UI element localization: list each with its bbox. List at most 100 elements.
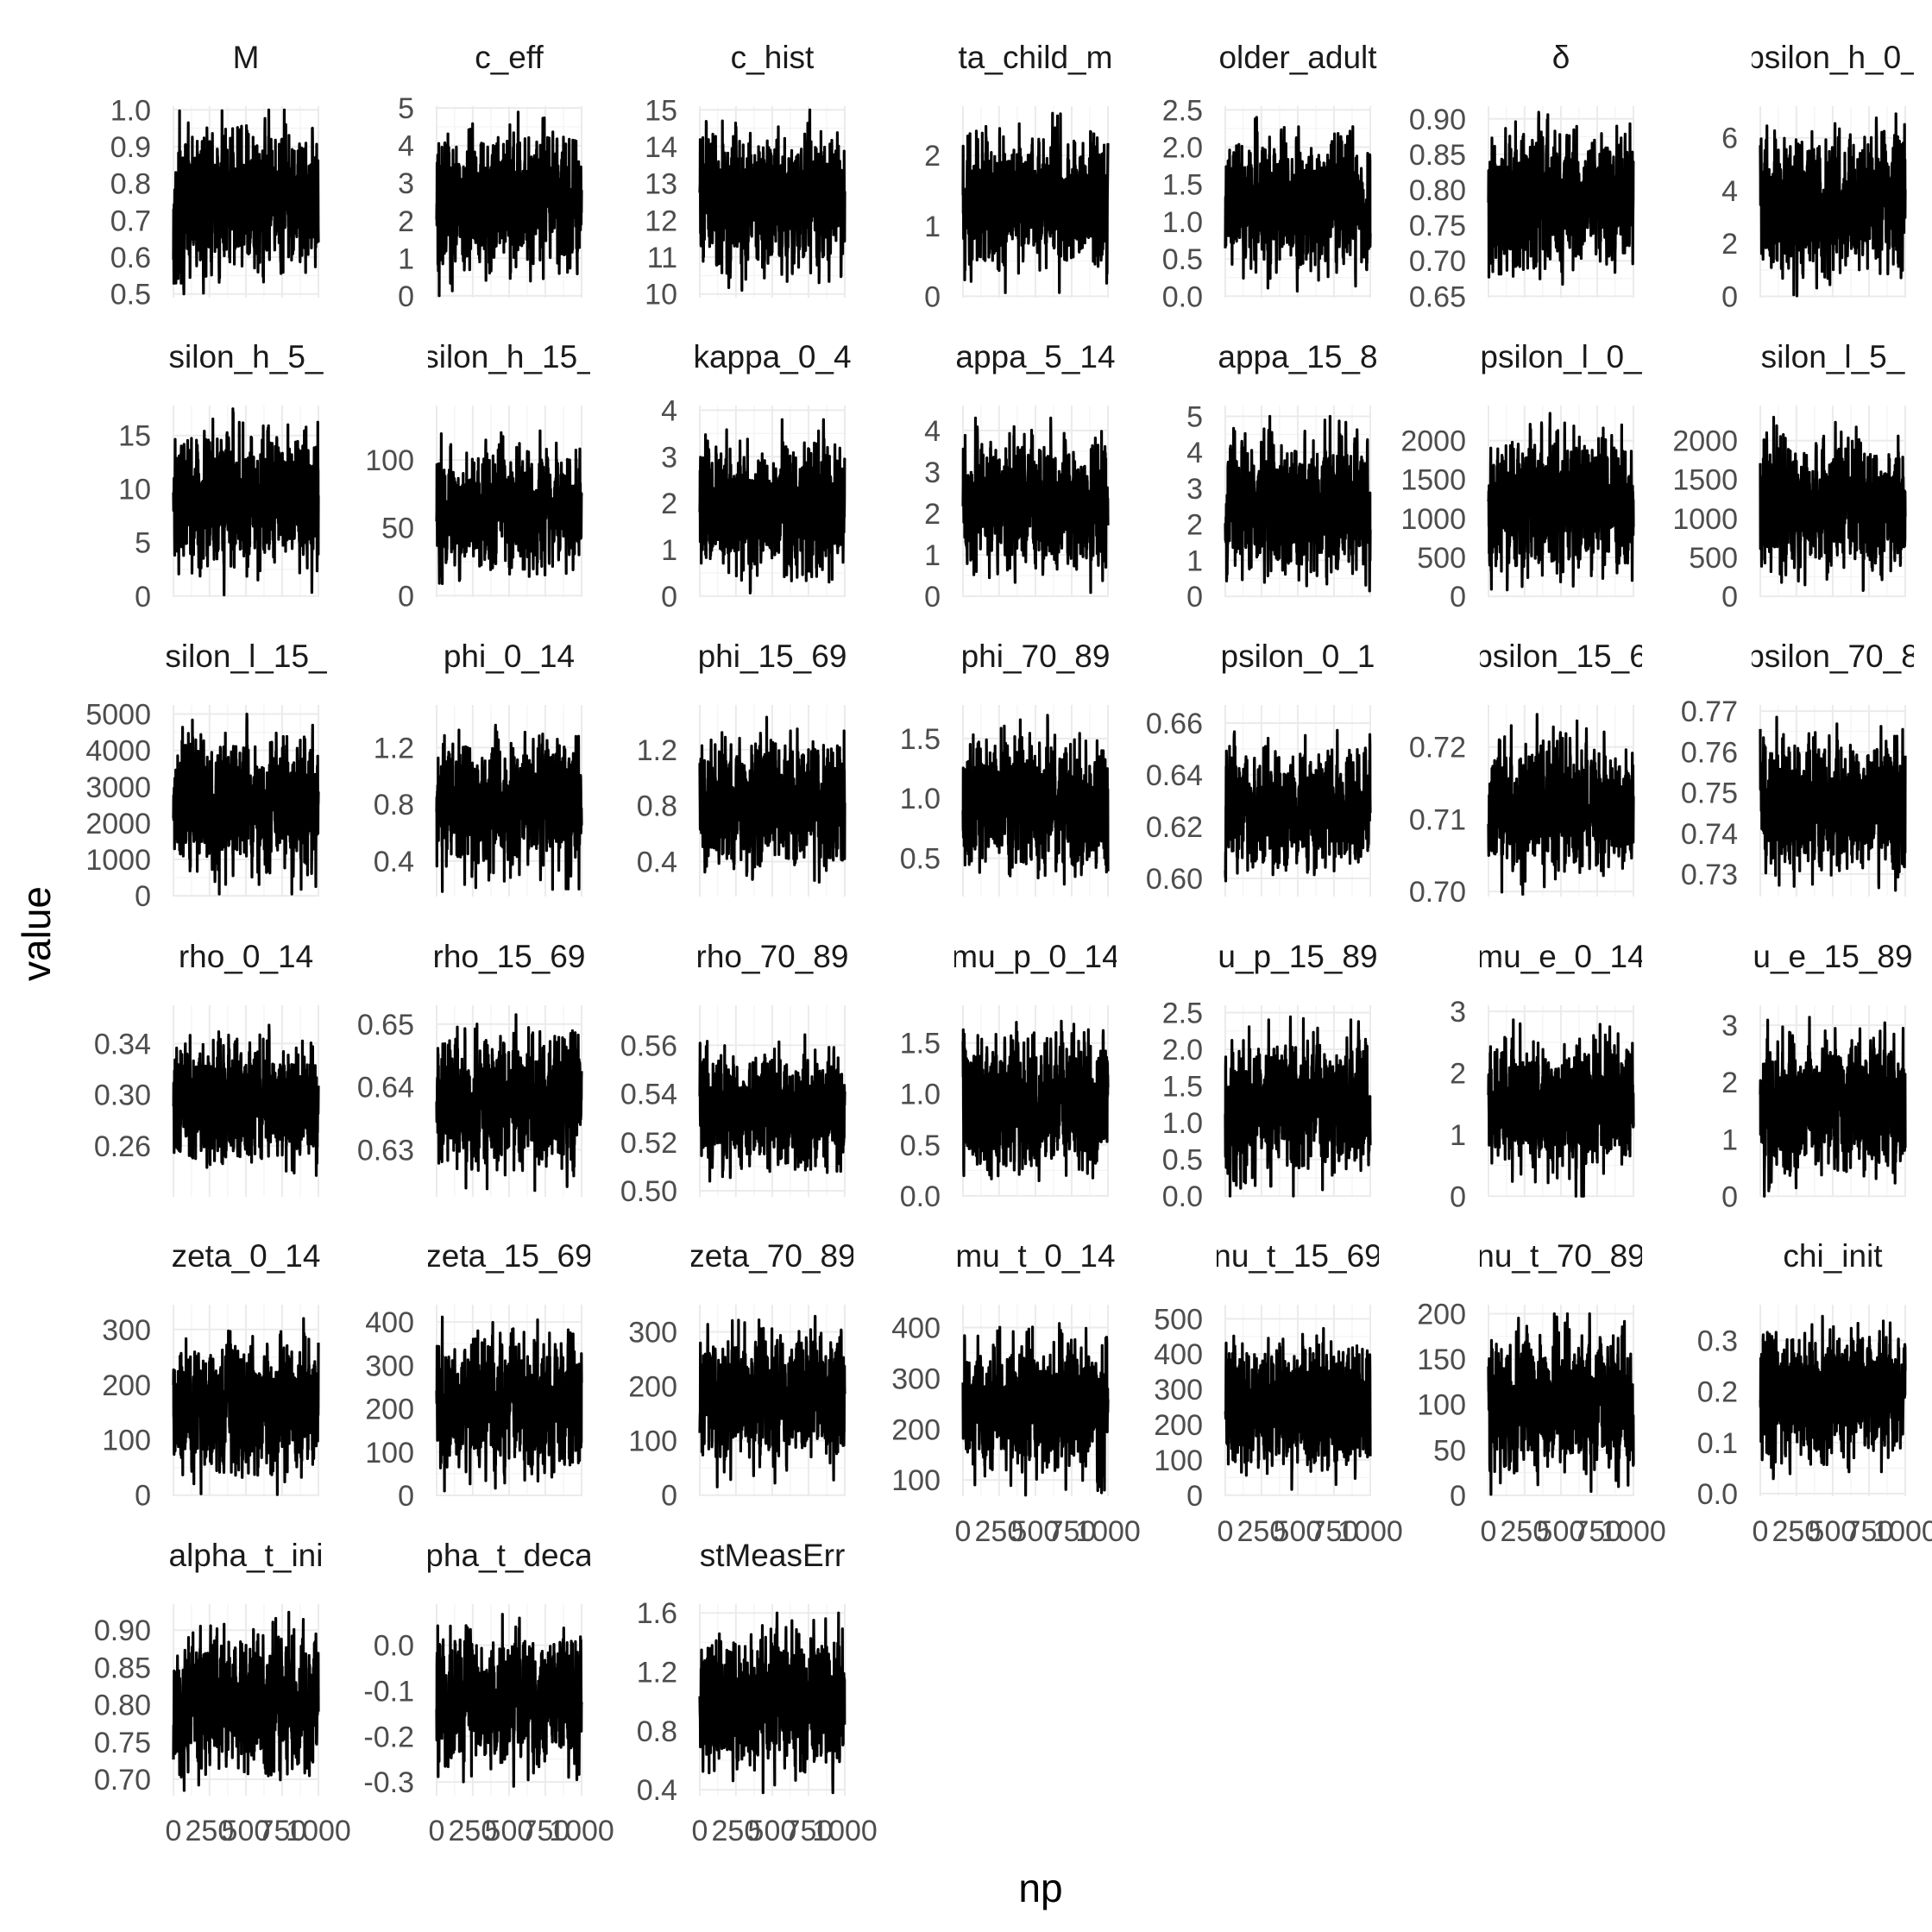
y-tick-label: 0 — [661, 1480, 677, 1513]
y-tick-label: 1 — [661, 534, 677, 567]
facet-panel: 0 100 200 300 zeta_0_14 — [102, 1238, 320, 1513]
trace-line — [172, 108, 320, 296]
strip-label: silon_h_5_ — [169, 339, 324, 374]
y-tick-label: 200 — [1417, 1299, 1466, 1331]
y-tick-label: 2 — [924, 140, 941, 173]
y-tick-label: 1 — [1186, 544, 1203, 577]
facet-panel: 0 1 2 3 4 5 c_eff — [398, 40, 583, 313]
y-tick-label: 3 — [1450, 996, 1466, 1029]
strip-label: rho_0_14 — [179, 939, 313, 974]
y-tick-label: 300 — [628, 1317, 677, 1350]
y-tick-label: 2 — [1186, 509, 1203, 542]
strip-label: alpha_t_ini — [169, 1538, 324, 1573]
trace-line — [698, 715, 846, 884]
trace-line — [961, 416, 1110, 595]
x-tick-label: 250 — [712, 1815, 761, 1847]
y-tick-label: 0 — [924, 280, 941, 313]
y-tick-label: 0.62 — [1146, 811, 1203, 844]
facet-panel: 0.650.700.750.800.850.90 δ — [1409, 40, 1635, 313]
y-tick-label: 1.2 — [637, 734, 677, 767]
x-tick-label: 500 — [1011, 1515, 1060, 1548]
y-tick-label: 0.4 — [637, 1774, 677, 1807]
strip-label: phi_70_89 — [961, 639, 1111, 674]
facet-panel: 0 1 2 ta_child_m — [924, 40, 1112, 313]
y-tick-label: 2.5 — [1162, 94, 1203, 127]
y-axis-title: value — [14, 886, 59, 981]
y-tick-label: 0.85 — [1409, 139, 1466, 172]
strip-label: u_e_15_89 — [1753, 939, 1912, 974]
y-tick-label: 0.75 — [94, 1727, 151, 1759]
y-tick-label: 0.56 — [620, 1029, 677, 1062]
strip-label: psilon_0_1 — [1221, 639, 1375, 674]
y-tick-label: 3 — [1721, 1010, 1738, 1042]
strip-label: c_hist — [731, 40, 815, 75]
trace-line — [1759, 1314, 1907, 1481]
x-tick-label: 750 — [784, 1815, 834, 1847]
y-tick-label: 1 — [924, 539, 941, 572]
y-tick-label: 2000 — [1672, 425, 1738, 458]
x-tick-label: 500 — [222, 1815, 271, 1847]
y-tick-label: 0 — [1450, 1180, 1466, 1213]
y-tick-label: 300 — [365, 1350, 414, 1382]
y-tick-label: 0.3 — [1697, 1325, 1738, 1357]
facet-panel: 0 2 4 6 psilon_h_0_ — [1721, 40, 1914, 313]
x-tick-label: 0 — [1753, 1515, 1769, 1548]
y-tick-label: 2000 — [1400, 425, 1466, 458]
y-tick-label: -0.3 — [363, 1766, 414, 1799]
strip-label: pha_t_deca — [425, 1538, 593, 1573]
x-tick-label: 0 — [1218, 1515, 1234, 1548]
facet-panel: 0 1 2 3 u_e_15_89 — [1721, 939, 1913, 1213]
facet-panel: 0.63 0.64 0.65 rho_15_69 — [357, 939, 586, 1197]
y-tick-label: 0.5 — [900, 1130, 941, 1162]
y-tick-label: 0.72 — [1409, 732, 1466, 765]
y-tick-label: 0.0 — [900, 1180, 941, 1213]
y-tick-label: 100 — [365, 1437, 414, 1469]
trace-line — [961, 1322, 1110, 1497]
y-tick-label: 4 — [661, 394, 677, 427]
trace-line — [1759, 1016, 1907, 1198]
y-tick-label: 1.5 — [900, 1028, 941, 1060]
y-tick-label: 300 — [1154, 1374, 1203, 1407]
y-tick-label: 0.5 — [110, 279, 151, 312]
y-tick-label: 12 — [645, 205, 677, 237]
trace-line — [698, 1611, 846, 1795]
trace-line — [1487, 412, 1635, 592]
strip-label: phi_15_69 — [698, 639, 847, 674]
facet-panel: 0.00.5 1.01.5 2.0 2.5 u_p_15_89 — [1162, 939, 1378, 1213]
strip-label: mu_t_0_14 — [955, 1238, 1115, 1274]
trace-line — [435, 429, 583, 586]
y-tick-label: 2 — [661, 488, 677, 520]
y-tick-label: 0.71 — [1409, 803, 1466, 836]
y-tick-label: 0.64 — [357, 1072, 414, 1104]
trace-line — [698, 1314, 846, 1488]
x-axis-title: np — [1018, 1866, 1062, 1910]
y-tick-label: 3000 — [85, 771, 151, 804]
y-tick-label: 0 — [1721, 280, 1738, 313]
trace-line — [1487, 1018, 1635, 1198]
y-tick-label: -0.2 — [363, 1721, 414, 1753]
y-tick-label: 3 — [398, 167, 414, 200]
x-tick-label: 250 — [449, 1815, 498, 1847]
x-tick-label: 1000 — [549, 1815, 614, 1847]
y-tick-label: 0.70 — [1409, 245, 1466, 278]
y-tick-label: 0 — [1186, 581, 1203, 614]
strip-label: rho_15_69 — [433, 939, 586, 974]
trace-line — [1224, 1326, 1372, 1491]
y-tick-label: 0.70 — [1409, 876, 1466, 909]
y-tick-label: 10 — [645, 279, 677, 312]
strip-label: zeta_70_89 — [689, 1238, 855, 1274]
facet-panel: 0 1 2 3 4 kappa_0_4 — [661, 339, 851, 614]
facet-panel: 0 123 45 appa_15_8 — [1186, 339, 1378, 614]
y-tick-label: 2 — [924, 498, 941, 531]
strip-label: zeta_15_69 — [425, 1238, 592, 1274]
y-tick-label: 0.5 — [1162, 1144, 1203, 1177]
y-tick-label: 500 — [1154, 1303, 1203, 1336]
x-tick-label: 1000 — [1601, 1515, 1666, 1548]
trace-line — [1487, 713, 1635, 897]
y-tick-label: 1.0 — [110, 94, 151, 127]
trace-line — [435, 723, 583, 893]
trace-line — [435, 110, 583, 298]
strip-label: u_p_15_89 — [1218, 939, 1377, 974]
y-tick-label: 0.73 — [1681, 859, 1738, 891]
y-tick-label: 1.0 — [900, 1079, 941, 1111]
